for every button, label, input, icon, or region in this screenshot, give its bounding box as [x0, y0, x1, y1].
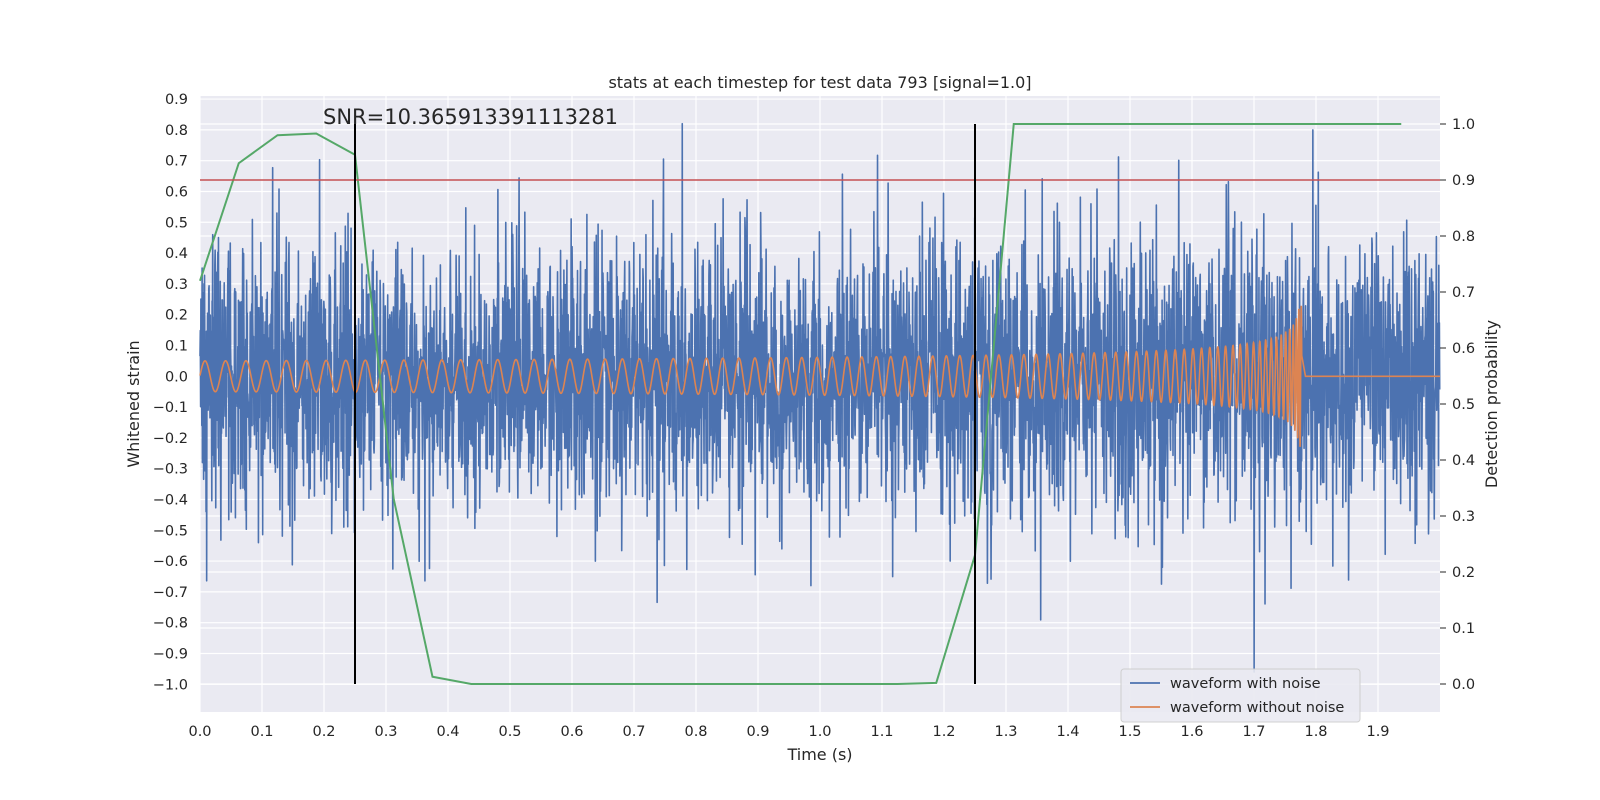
y2-tick-label: 1.0	[1452, 117, 1475, 133]
y2-tick-label: 0.3	[1452, 509, 1475, 525]
y-tick-label: −0.3	[153, 462, 188, 478]
y-tick-label: 0.2	[165, 308, 188, 324]
noise-line	[199, 122, 1441, 673]
x-tick-label: 1.8	[1304, 724, 1327, 740]
clean-line	[199, 305, 1440, 447]
chart-title: stats at each timestep for test data 793…	[608, 73, 1031, 92]
series-detection-probability	[199, 123, 1402, 685]
y-tick-label: 0.7	[165, 154, 188, 170]
y-tick-label: 0.9	[165, 92, 188, 108]
x-tick-label: 1.7	[1242, 724, 1265, 740]
legend: waveform with noise waveform without noi…	[1120, 668, 1361, 723]
y2-tick-label: 0.6	[1452, 341, 1475, 357]
y2-tick-label: 0.0	[1452, 677, 1475, 693]
y2-tick-label: 0.8	[1452, 229, 1475, 245]
legend-label-clean: waveform without noise	[1170, 700, 1344, 716]
x-tick-label: 1.4	[1056, 724, 1079, 740]
series-waveform-with-noise	[199, 122, 1441, 673]
y-tick-label: −0.5	[153, 523, 188, 539]
x-tick-label: 0.6	[560, 724, 583, 740]
y-tick-label: −0.9	[153, 646, 188, 662]
x-tick-label: 1.5	[1118, 724, 1141, 740]
x-tick-label: 0.1	[250, 724, 273, 740]
x-tick-label: 1.9	[1366, 724, 1389, 740]
x-tick-label: 0.2	[312, 724, 335, 740]
snr-annotation: SNR=10.365913391113281	[323, 105, 618, 129]
x-tick-label: 1.3	[994, 724, 1017, 740]
marker-lines	[354, 124, 976, 684]
y2-tick-label: 0.2	[1452, 565, 1475, 581]
x-tick-label: 0.3	[374, 724, 397, 740]
x-tick-label: 1.2	[932, 724, 955, 740]
y2-tick-label: 0.7	[1452, 285, 1475, 301]
y-tick-label: 0.4	[165, 246, 188, 262]
x-tick-label: 0.5	[498, 724, 521, 740]
y-tick-label: −0.7	[153, 585, 188, 601]
probability-line	[199, 123, 1402, 685]
y-tick-label: −0.4	[153, 492, 188, 508]
y2-tick-label: 0.1	[1452, 621, 1475, 637]
legend-box	[1120, 668, 1361, 723]
x-tick-label: 1.1	[870, 724, 893, 740]
y-tick-label: −0.8	[153, 616, 188, 632]
x-tick-label: 0.7	[622, 724, 645, 740]
y-axis-label: Whitened strain	[124, 340, 143, 467]
legend-label-noise: waveform with noise	[1170, 676, 1321, 692]
x-tick-label: 0.9	[746, 724, 769, 740]
y-tick-label: 0.8	[165, 123, 188, 139]
y-tick-label: 0.5	[165, 215, 188, 231]
y2-axis-label: Detection probability	[1482, 320, 1501, 488]
y-tick-label: 0.3	[165, 277, 188, 293]
y2-tick-label: 0.4	[1452, 453, 1475, 469]
x-tick-label: 1.0	[808, 724, 831, 740]
y-tick-label: −0.1	[153, 400, 188, 416]
x-axis-label: Time (s)	[786, 745, 852, 764]
series-waveform-without-noise	[199, 305, 1440, 447]
y-tick-label: 0.1	[165, 338, 188, 354]
y-tick-label: −0.6	[153, 554, 188, 570]
y2-tick-labels: 1.0 0.9 0.8 0.7 0.6 0.5 0.4 0.3 0.2 0.1 0.0	[1440, 117, 1475, 693]
y-tick-label: −1.0	[153, 677, 188, 693]
x-tick-label: 0.4	[436, 724, 459, 740]
y-tick-labels: 0.9 0.8 0.7 0.6 0.5 0.4 0.3 0.2 0.1 0.0 −0.1 −0.2 −0…	[153, 92, 188, 693]
y2-tick-label: 0.9	[1452, 173, 1475, 189]
x-tick-label: 0.0	[188, 724, 211, 740]
x-tick-label: 1.6	[1180, 724, 1203, 740]
x-tick-label: 0.8	[684, 724, 707, 740]
x-tick-labels: 0.0 0.1 0.2 0.3 0.4 0.5 0.6 0.7 0.8 0.9 1.0 1.1 1.2 1…	[188, 724, 1389, 740]
y-tick-label: −0.2	[153, 431, 188, 447]
y-tick-label: 0.6	[165, 184, 188, 200]
y-tick-label: 0.0	[165, 369, 188, 385]
y2-tick-label: 0.5	[1452, 397, 1475, 413]
